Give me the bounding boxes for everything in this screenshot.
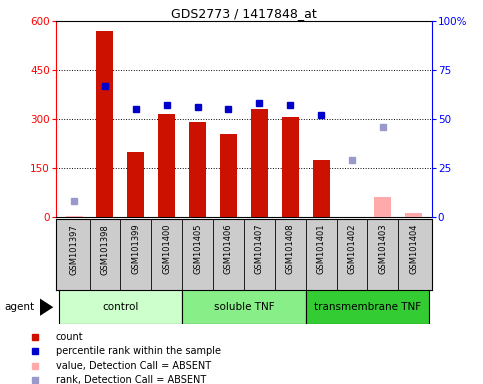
Text: GSM101403: GSM101403 [378, 224, 387, 275]
Text: GSM101408: GSM101408 [286, 224, 295, 275]
Text: GSM101407: GSM101407 [255, 224, 264, 275]
Text: GSM101400: GSM101400 [162, 224, 171, 274]
Text: soluble TNF: soluble TNF [213, 302, 274, 312]
Bar [128, 152, 144, 217]
Bar [220, 134, 237, 217]
Bar [405, 213, 422, 217]
Text: percentile rank within the sample: percentile rank within the sample [56, 346, 221, 356]
Bar [66, 216, 83, 217]
Text: control: control [102, 302, 139, 312]
Bar [306, 290, 429, 324]
Bar [58, 290, 182, 324]
Bar [182, 290, 306, 324]
Text: value, Detection Call = ABSENT: value, Detection Call = ABSENT [56, 361, 211, 371]
Bar [282, 118, 298, 217]
Bar [189, 122, 206, 217]
Text: GSM101401: GSM101401 [317, 224, 326, 274]
Text: GSM101406: GSM101406 [224, 224, 233, 275]
Text: GSM101398: GSM101398 [100, 224, 110, 275]
Text: GSM101397: GSM101397 [70, 224, 79, 275]
Bar [97, 31, 114, 217]
Polygon shape [40, 299, 53, 316]
Text: GSM101402: GSM101402 [347, 224, 356, 274]
Title: GDS2773 / 1417848_at: GDS2773 / 1417848_at [171, 7, 317, 20]
Text: count: count [56, 332, 83, 342]
Bar [251, 109, 268, 217]
Text: GSM101404: GSM101404 [409, 224, 418, 274]
Bar [313, 160, 329, 217]
Text: GSM101405: GSM101405 [193, 224, 202, 274]
Bar [374, 197, 391, 217]
Text: GSM101399: GSM101399 [131, 224, 141, 275]
Text: transmembrane TNF: transmembrane TNF [314, 302, 421, 312]
Text: rank, Detection Call = ABSENT: rank, Detection Call = ABSENT [56, 375, 206, 384]
Bar [158, 114, 175, 217]
Text: agent: agent [4, 301, 35, 311]
